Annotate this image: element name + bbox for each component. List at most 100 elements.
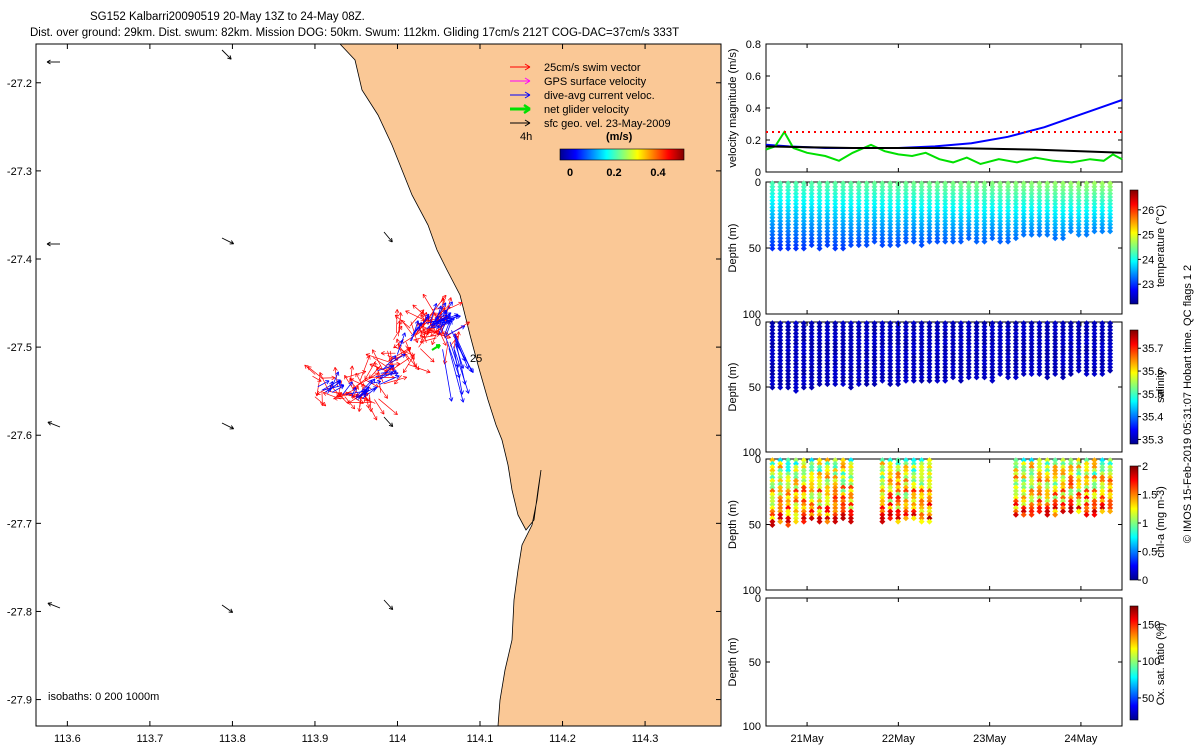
- temperature-sample-marker: [808, 187, 815, 194]
- temperature-sample-marker: [997, 187, 1004, 194]
- temperature-sample-marker: [1036, 221, 1043, 228]
- salinity-sample-marker: [777, 374, 784, 381]
- chlorophyll-sample-marker: [1020, 470, 1027, 477]
- temperature-sample-marker: [1107, 224, 1114, 231]
- temperature-sample-marker: [989, 221, 996, 228]
- swim-vector: [378, 398, 398, 416]
- chlorophyll-sample-marker: [840, 508, 847, 515]
- temperature-sample-marker: [989, 211, 996, 218]
- salinity-sample-marker: [887, 340, 894, 347]
- chlorophyll-sample-marker: [800, 464, 807, 471]
- temperature-sample-marker: [777, 214, 784, 221]
- temperature-sample-marker: [997, 190, 1004, 197]
- chlorophyll-sample-marker: [1067, 460, 1074, 467]
- chlorophyll-sample-marker: [926, 460, 933, 467]
- salinity-sample-marker: [950, 323, 957, 330]
- chlorophyll-sample-marker: [902, 494, 909, 501]
- chlorophyll-sample-marker: [816, 457, 823, 464]
- map-x-tick-label: 114.2: [549, 733, 576, 745]
- oxygen-axes: [765, 597, 1123, 727]
- chlorophyll-sample-marker: [832, 464, 839, 471]
- salinity-sample-marker: [863, 357, 870, 364]
- chlorophyll-sample-marker: [808, 474, 815, 481]
- temperature-sample-marker: [1028, 224, 1035, 231]
- chlorophyll-y-tick-label: 100: [743, 585, 761, 597]
- salinity-sample-marker: [895, 360, 902, 367]
- salinity-sample-marker: [855, 360, 862, 367]
- temperature-sample-marker: [816, 228, 823, 235]
- chlorophyll-sample-marker: [1067, 494, 1074, 501]
- temperature-sample-marker: [1012, 214, 1019, 221]
- temperature-sample-marker: [832, 180, 839, 187]
- temperature-sample-marker: [965, 204, 972, 211]
- temperature-sample-marker: [785, 238, 792, 245]
- temperature-sample-marker: [777, 245, 784, 252]
- temperature-sample-marker: [989, 197, 996, 204]
- temperature-sample-marker: [1028, 228, 1035, 235]
- chlorophyll-sample-marker: [926, 467, 933, 474]
- temperature-sample-marker: [847, 218, 854, 225]
- salinity-sample-marker: [777, 330, 784, 337]
- chlorophyll-sample-marker: [800, 484, 807, 491]
- temperature-sample-marker: [942, 224, 949, 231]
- salinity-sample-marker: [1005, 367, 1012, 374]
- dac-vector: [364, 378, 376, 391]
- temperature-sample-marker: [832, 197, 839, 204]
- temperature-sample-marker: [942, 221, 949, 228]
- temperature-sample-marker: [1036, 183, 1043, 190]
- swim-vector: [413, 335, 425, 341]
- salinity-sample-marker: [769, 381, 776, 388]
- chlorophyll-sample-marker: [777, 494, 784, 501]
- salinity-sample-marker: [840, 337, 847, 344]
- temperature-sample-marker: [816, 183, 823, 190]
- chlorophyll-sample-marker: [1028, 474, 1035, 481]
- temperature-sample-marker: [824, 238, 831, 245]
- temperature-sample-marker: [887, 183, 894, 190]
- chlorophyll-sample-marker: [1028, 470, 1035, 477]
- salinity-sample-marker: [926, 337, 933, 344]
- salinity-sample-marker: [816, 333, 823, 340]
- temperature-sample-marker: [1036, 218, 1043, 225]
- chlorophyll-sample-marker: [1060, 504, 1067, 511]
- temperature-sample-marker: [1107, 190, 1114, 197]
- salinity-sample-marker: [926, 354, 933, 361]
- chlorophyll-sample-marker: [769, 470, 776, 477]
- salinity-sample-marker: [1060, 350, 1067, 357]
- salinity-sample-marker: [942, 357, 949, 364]
- salinity-sample-marker: [863, 377, 870, 384]
- chlorophyll-colorbar-tick-label: 1: [1142, 518, 1148, 530]
- chlorophyll-sample-marker: [840, 477, 847, 484]
- salinity-sample-marker: [1036, 347, 1043, 354]
- temperature-sample-marker: [1075, 228, 1082, 235]
- salinity-sample-marker: [965, 337, 972, 344]
- salinity-sample-marker: [957, 330, 964, 337]
- salinity-sample-marker: [855, 347, 862, 354]
- chlorophyll-sample-marker: [847, 498, 854, 505]
- temperature-sample-marker: [895, 228, 902, 235]
- temperature-sample-marker: [989, 200, 996, 207]
- salinity-sample-marker: [1020, 347, 1027, 354]
- chlorophyll-sample-marker: [816, 464, 823, 471]
- salinity-sample-marker: [863, 367, 870, 374]
- salinity-sample-marker: [808, 357, 815, 364]
- salinity-sample-marker: [785, 384, 792, 391]
- salinity-sample-marker: [1067, 337, 1074, 344]
- salinity-sample-marker: [855, 371, 862, 377]
- salinity-sample-marker: [989, 320, 996, 327]
- chlorophyll-sample-marker: [808, 464, 815, 471]
- dac-vector: [331, 385, 345, 393]
- temperature-sample-marker: [777, 207, 784, 214]
- salinity-sample-marker: [1005, 374, 1012, 381]
- temperature-sample-marker: [832, 211, 839, 218]
- chlorophyll-sample-marker: [824, 457, 831, 464]
- salinity-sample-marker: [1005, 323, 1012, 330]
- temperature-sample-marker: [981, 190, 988, 197]
- chlorophyll-sample-marker: [792, 504, 799, 511]
- temperature-sample-marker: [808, 235, 815, 242]
- temperature-sample-marker: [981, 187, 988, 194]
- salinity-sample-marker: [926, 333, 933, 340]
- temperature-sample-marker: [989, 183, 996, 190]
- salinity-sample-marker: [1091, 367, 1098, 374]
- temperature-sample-marker: [965, 200, 972, 207]
- temperature-sample-marker: [1052, 221, 1059, 228]
